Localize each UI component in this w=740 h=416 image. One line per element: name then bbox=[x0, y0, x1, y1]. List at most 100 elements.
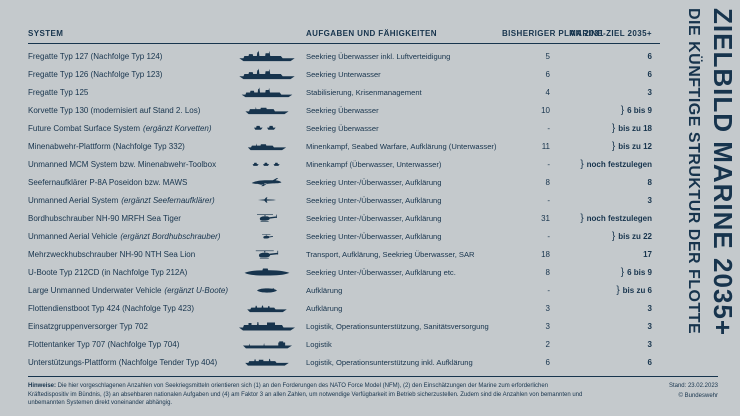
target-value: 3 bbox=[647, 321, 652, 331]
target-value: 6 bis 9 bbox=[627, 267, 652, 277]
usv-icon bbox=[228, 124, 306, 132]
intel-ship-icon bbox=[228, 304, 306, 313]
target-value: 6 bbox=[647, 357, 652, 367]
table-row: Unterstützungs-Plattform (Nachfolge Tend… bbox=[28, 353, 660, 371]
table-row: U-Boote Typ 212CD (in Nachfolge Typ 212A… bbox=[28, 263, 660, 281]
target-value: 6 bbox=[647, 51, 652, 61]
system-name: Minenabwehr-Plattform (Nachfolge Typ 332… bbox=[28, 141, 185, 151]
tasks-cell: Stabilisierung, Krisenmanagement bbox=[306, 87, 422, 97]
target-cell: } 6 bis 9 bbox=[550, 105, 660, 116]
target-cell: } bis zu 22 bbox=[550, 231, 660, 242]
plan-value: - bbox=[547, 159, 550, 169]
target-cell: 8 bbox=[550, 177, 660, 188]
system-cell: Einsatzgruppenversorger Typ 702 bbox=[28, 322, 228, 331]
target-cell: 3 bbox=[550, 339, 660, 350]
target-value: 3 bbox=[647, 303, 652, 313]
uuv-icon bbox=[228, 288, 306, 293]
plan-value: 6 bbox=[545, 69, 550, 79]
system-cell: Unmanned Aerial System (ergänzt Seefernau… bbox=[28, 196, 228, 205]
system-name: Fregatte Typ 125 bbox=[28, 87, 89, 97]
target-value: 3 bbox=[647, 339, 652, 349]
tasks-cell: Seekrieg Überwasser bbox=[306, 105, 379, 115]
tasks-cell: Minenkampf (Überwasser, Unterwasser) bbox=[306, 159, 442, 169]
brace: } bbox=[620, 105, 625, 116]
target-value: noch festzulegen bbox=[586, 159, 652, 169]
uav-icon bbox=[228, 197, 306, 203]
system-name: U-Boote Typ 212CD (in Nachfolge Typ 212A… bbox=[28, 267, 188, 277]
tasks-cell: Seekrieg Überwasser bbox=[306, 123, 379, 133]
system-name: Unmanned MCM System bzw. Minenabwehr-Too… bbox=[28, 159, 217, 169]
table-row: Korvette Typ 130 (modernisiert auf Stand… bbox=[28, 101, 660, 119]
system-cell: Unmanned Aerial Vehicle (ergänzt Bordhubs… bbox=[28, 232, 228, 241]
system-note: (ergänzt Korvetten) bbox=[143, 123, 212, 133]
target-value: 6 bbox=[647, 69, 652, 79]
page-title: ZIELBILD MARINE 2035+ bbox=[708, 8, 738, 337]
system-cell: Flottentanker Typ 707 (Nachfolge Typ 704… bbox=[28, 340, 228, 349]
header-plan: BISHERIGER PLAN 2031 bbox=[502, 29, 604, 38]
table-row: Bordhubschrauber NH-90 MRFH Sea Tiger Se… bbox=[28, 209, 660, 227]
system-cell: Unterstützungs-Plattform (Nachfolge Tend… bbox=[28, 358, 228, 367]
plan-value: 6 bbox=[545, 357, 550, 367]
target-cell: } noch festzulegen bbox=[550, 159, 660, 170]
target-value: bis zu 6 bbox=[622, 285, 652, 295]
table-row: Large Unmanned Underwater Vehicle (ergänz… bbox=[28, 281, 660, 299]
frigate-icon bbox=[228, 68, 306, 80]
footer-copyright: © Bundeswehr bbox=[678, 392, 718, 399]
system-name: Future Combat Surface System bbox=[28, 123, 141, 133]
system-name: Flottentanker Typ 707 (Nachfolge Typ 704… bbox=[28, 339, 180, 349]
system-name: Mehrzweckhubschrauber NH-90 NTH Sea Lion bbox=[28, 249, 196, 259]
system-name: Fregatte Typ 127 (Nachfolge Typ 124) bbox=[28, 51, 163, 61]
table-row: Fregatte Typ 127 (Nachfolge Typ 124) See… bbox=[28, 47, 660, 65]
target-cell: 6 bbox=[550, 69, 660, 80]
plan-value: 31 bbox=[541, 213, 550, 223]
target-cell: 3 bbox=[550, 321, 660, 332]
target-value: 3 bbox=[647, 87, 652, 97]
target-cell: 3 bbox=[550, 87, 660, 98]
plan-value: 8 bbox=[545, 267, 550, 277]
target-cell: } bis zu 12 bbox=[550, 141, 660, 152]
plan-value: - bbox=[547, 195, 550, 205]
corvette-icon bbox=[228, 105, 306, 115]
plan-value: 3 bbox=[545, 303, 550, 313]
system-name: Unmanned Aerial System bbox=[28, 195, 119, 205]
footer: Hinweise: Die hier vorgeschlagenen Anzah… bbox=[28, 375, 718, 408]
plan-value: 11 bbox=[541, 141, 550, 151]
tasks-cell: Seekrieg Unter-/Überwasser, Aufklärung bbox=[306, 213, 442, 223]
target-cell: } bis zu 6 bbox=[550, 285, 660, 296]
footer-note-text: Die hier vorgeschlagenen Anzahlen von Se… bbox=[28, 382, 583, 407]
plan-value: - bbox=[547, 231, 550, 241]
vertical-title-band: ZIELBILD MARINE 2035+ DIE KÜNFTIGE STRUK… bbox=[660, 8, 738, 370]
system-name: Unterstützungs-Plattform (Nachfolge Tend… bbox=[28, 357, 218, 367]
table-row: Flottendienstboot Typ 424 (Nachfolge Typ… bbox=[28, 299, 660, 317]
system-name: Seefernaufklärer P-8A Poseidon bzw. MAWS bbox=[28, 177, 188, 187]
table-row: Unmanned Aerial Vehicle (ergänzt Bordhubs… bbox=[28, 227, 660, 245]
system-cell: Korvette Typ 130 (modernisiert auf Stand… bbox=[28, 106, 228, 115]
system-cell: Fregatte Typ 127 (Nachfolge Typ 124) bbox=[28, 52, 228, 61]
page-subtitle: DIE KÜNFTIGE STRUKTUR DER FLOTTE bbox=[685, 8, 702, 335]
brace: } bbox=[611, 231, 616, 242]
system-cell: Unmanned MCM System bzw. Minenabwehr-Too… bbox=[28, 160, 228, 169]
table-header: SYSTEM AUFGABEN UND FÄHIGKEITEN BISHERIG… bbox=[28, 12, 660, 44]
target-value: 8 bbox=[647, 177, 652, 187]
frigate-icon bbox=[228, 87, 306, 98]
system-cell: Bordhubschrauber NH-90 MRFH Sea Tiger bbox=[28, 214, 228, 223]
table-row: Flottentanker Typ 707 (Nachfolge Typ 704… bbox=[28, 335, 660, 353]
tanker-icon bbox=[228, 339, 306, 350]
header-system: SYSTEM bbox=[28, 29, 64, 38]
target-value: noch festzulegen bbox=[586, 213, 652, 223]
brace: } bbox=[611, 141, 616, 152]
table-row: Einsatzgruppenversorger Typ 702 Logistik… bbox=[28, 317, 660, 335]
system-cell: Future Combat Surface System (ergänzt Kor… bbox=[28, 124, 228, 133]
tasks-cell: Minenkampf, Seabed Warfare, Aufklärung (… bbox=[306, 141, 497, 151]
target-cell: 6 bbox=[550, 357, 660, 368]
table-row: Mehrzweckhubschrauber NH-90 NTH Sea Lion… bbox=[28, 245, 660, 263]
target-cell: } bis zu 18 bbox=[550, 123, 660, 134]
plan-value: - bbox=[547, 285, 550, 295]
target-cell: 3 bbox=[550, 195, 660, 206]
brace: } bbox=[580, 159, 584, 170]
target-cell: 6 bbox=[550, 51, 660, 62]
table-row: Unmanned Aerial System (ergänzt Seefernau… bbox=[28, 191, 660, 209]
brace: } bbox=[611, 123, 616, 134]
tasks-cell: Seekrieg Unter-/Überwasser, Aufklärung bbox=[306, 195, 442, 205]
